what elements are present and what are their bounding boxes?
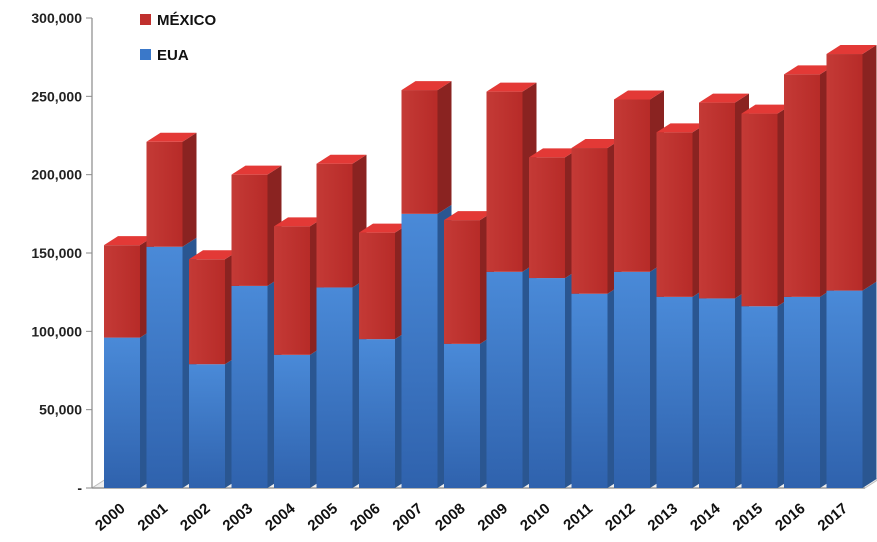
x-tick-label: 2002 — [177, 500, 213, 534]
bar-eua-2009-front — [486, 271, 523, 488]
bar-mexico-2013-front — [656, 132, 693, 297]
bar-mexico-2000 — [104, 236, 154, 338]
bar-mexico-2001-top — [146, 132, 197, 142]
bar-eua-2002-front — [189, 364, 225, 488]
bar-mexico-2001-side — [182, 132, 197, 247]
bar-mexico-2011-front — [571, 148, 608, 294]
bar-mexico-2006-front — [359, 232, 395, 340]
bar-eua-2004-front — [274, 354, 310, 488]
bar-mexico-2017-front — [826, 54, 863, 291]
y-tick-label: 150,000 — [31, 245, 82, 261]
x-tick-label: 2016 — [772, 500, 808, 534]
bar-eua-2012-front — [614, 271, 650, 488]
bar-mexico-2007 — [401, 81, 452, 214]
bar-eua-2011-front — [571, 293, 608, 488]
x-tick-label: 2008 — [432, 500, 468, 534]
bar-mexico-2017-side — [862, 45, 877, 291]
x-tick-label: 2017 — [815, 500, 851, 534]
x-tick-label: 2010 — [517, 500, 553, 534]
bar-eua-2017-front — [826, 290, 863, 488]
bar-eua-2017-side — [862, 281, 877, 488]
x-tick-label: 2005 — [305, 500, 341, 534]
bar-mexico-2007-front — [401, 90, 438, 214]
bar-mexico-2012-top — [614, 90, 664, 100]
bar-mexico-2008-front — [444, 220, 480, 344]
bar-eua-2010-front — [529, 278, 565, 488]
x-tick-label: 2007 — [390, 500, 426, 534]
x-tick-label: 2003 — [220, 500, 256, 534]
bar-mexico-2004-top — [274, 217, 324, 227]
bar-mexico-2015-front — [741, 113, 778, 307]
bar-mexico-2000-front — [104, 245, 140, 338]
legend-swatch-mexico — [140, 14, 151, 25]
bar-mexico-2008-top — [444, 211, 494, 221]
bar-mexico-2003-front — [231, 174, 268, 286]
bar-eua-2015-front — [741, 306, 778, 488]
x-tick-label: 2014 — [687, 500, 724, 535]
x-tick-label: 2013 — [645, 500, 681, 534]
bar-eua-2008-front — [444, 343, 480, 488]
bar-mexico-2016-front — [784, 74, 820, 297]
bar-mexico-2002-front — [189, 259, 225, 365]
bar-mexico-2003 — [231, 165, 282, 286]
bar-eua-2017 — [826, 281, 877, 488]
x-tick-label: 2006 — [347, 500, 383, 534]
bar-mexico-2016-top — [784, 65, 834, 75]
bar-mexico-2005-top — [316, 154, 367, 164]
bar-mexico-2011-top — [571, 139, 622, 149]
y-tick-label: 300,000 — [31, 10, 82, 26]
x-tick-label: 2000 — [92, 500, 128, 534]
bar-mexico-2005-front — [316, 163, 353, 288]
bar-mexico-2000-top — [104, 236, 154, 246]
bar-mexico-2007-side — [437, 81, 452, 214]
bar-mexico-2004-front — [274, 226, 310, 355]
y-tick-label: 100,000 — [31, 323, 82, 339]
bar-eua-2014-front — [699, 298, 735, 488]
bar-mexico-2010-top — [529, 148, 579, 158]
x-tick-label: 2015 — [730, 500, 766, 534]
bar-mexico-2013-top — [656, 123, 707, 133]
x-tick-label: 2001 — [135, 500, 171, 534]
bar-mexico-2014-top — [699, 93, 749, 103]
bar-mexico-2006-top — [359, 223, 409, 233]
x-tick-label: 2009 — [475, 500, 511, 534]
y-tick-label: 200,000 — [31, 167, 82, 183]
bar-mexico-2002-top — [189, 250, 239, 260]
bar-eua-2003-front — [231, 285, 268, 488]
bar-mexico-2001-front — [146, 141, 183, 247]
bar-eua-2000-front — [104, 337, 140, 488]
bar-mexico-2001 — [146, 132, 197, 247]
legend-swatch-eua — [140, 49, 151, 60]
y-tick-label: 50,000 — [39, 402, 82, 418]
bar-mexico-2012-front — [614, 99, 650, 272]
bar-mexico-2007-top — [401, 81, 452, 91]
bar-mexico-2017 — [826, 45, 877, 291]
bar-eua-2006-front — [359, 339, 395, 488]
bar-eua-2000 — [104, 328, 154, 488]
x-tick-label: 2012 — [602, 500, 638, 534]
x-tick-label: 2004 — [262, 500, 299, 535]
bar-mexico-2017-top — [826, 45, 877, 55]
bar-mexico-2014-front — [699, 102, 735, 299]
bar-eua-2013-front — [656, 296, 693, 488]
bar-eua-2016-front — [784, 296, 820, 488]
legend-label-mexico: MÉXICO — [157, 12, 217, 29]
y-tick-label: - — [77, 480, 82, 496]
legend-label-eua: EUA — [157, 47, 189, 64]
bar-eua-2001-front — [146, 246, 183, 488]
bar-mexico-2010-front — [529, 157, 565, 279]
bar-mexico-2015-top — [741, 104, 792, 114]
bar-mexico-2005 — [316, 154, 367, 288]
y-tick-label: 250,000 — [31, 88, 82, 104]
x-tick-label: 2011 — [560, 500, 596, 534]
bar-mexico-2003-top — [231, 165, 282, 175]
bar-eua-2005-front — [316, 287, 353, 488]
bar-mexico-2009-top — [486, 82, 537, 92]
bar-mexico-2009-front — [486, 91, 523, 272]
bar-eua-2007-front — [401, 213, 438, 489]
